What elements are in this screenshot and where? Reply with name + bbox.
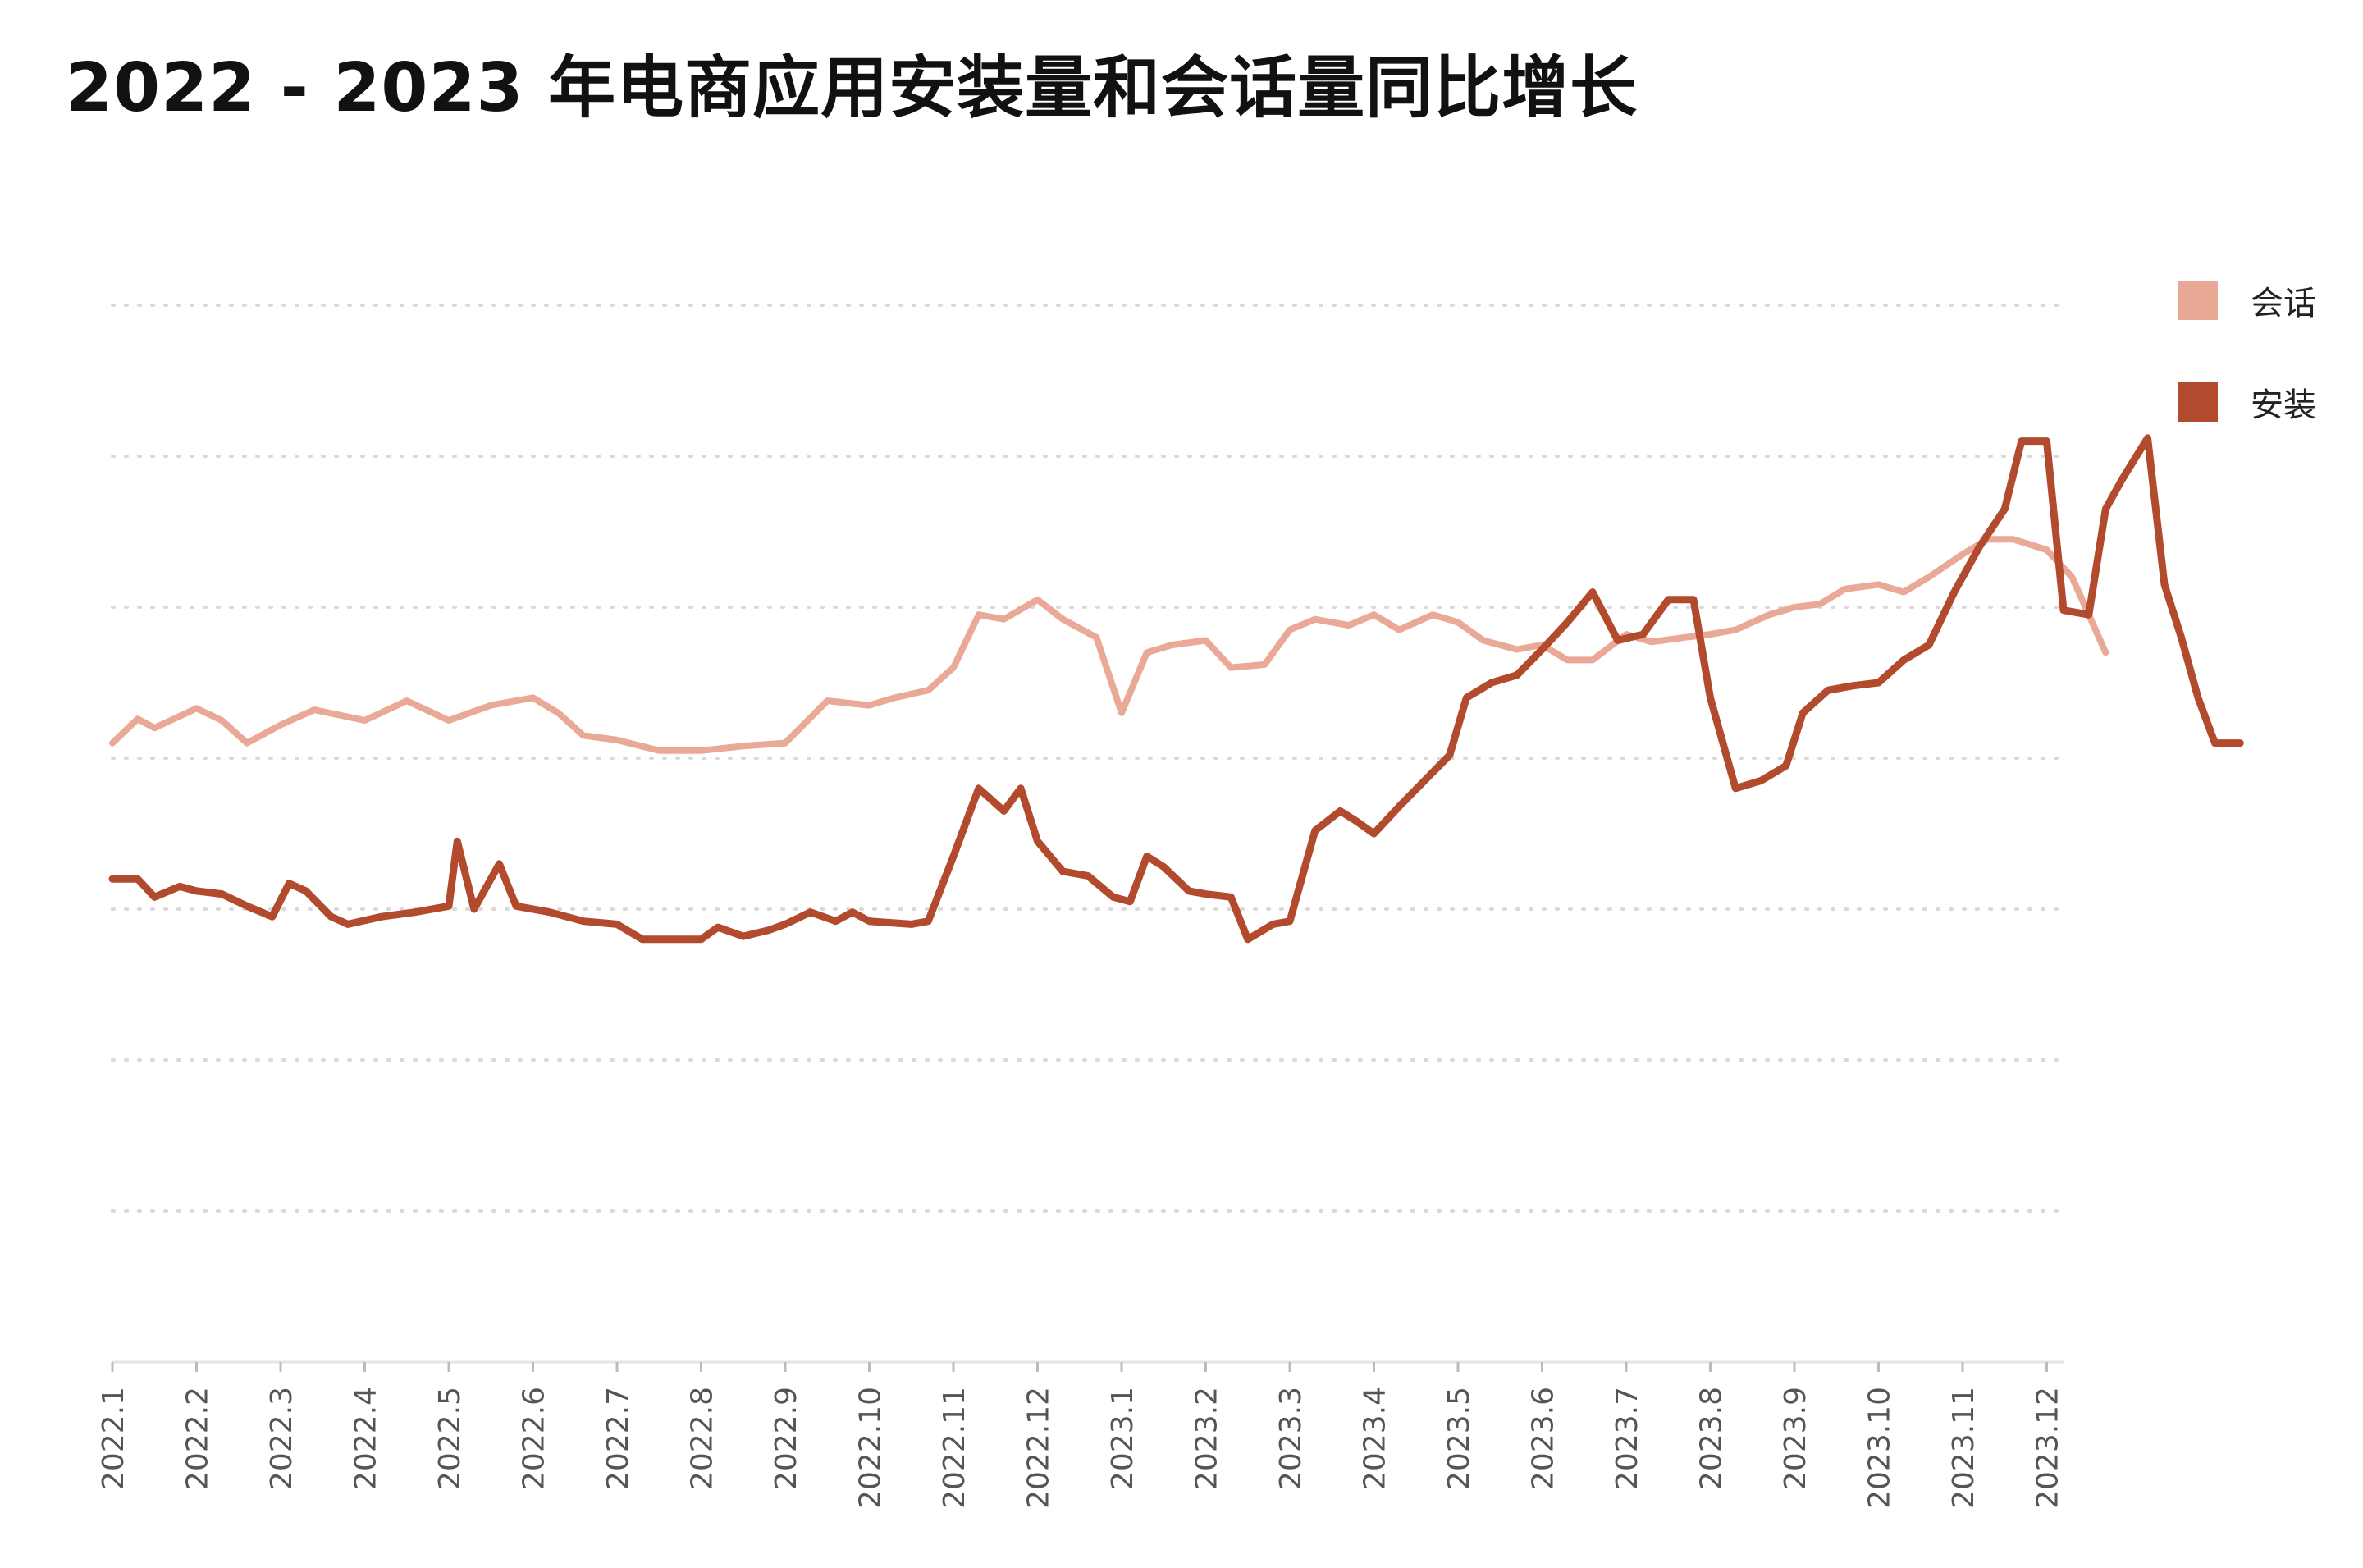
x-tick-label: 2022.4 xyxy=(350,1387,383,1490)
x-tick-label: 2023.11 xyxy=(1947,1387,1981,1509)
x-tick-label: 2022.11 xyxy=(938,1387,971,1509)
x-tick-label: 2023.6 xyxy=(1527,1387,1561,1490)
x-tick-label: 2023.9 xyxy=(1779,1387,1812,1490)
x-tick-label: 2023.7 xyxy=(1611,1387,1644,1490)
x-tick-label: 2023.8 xyxy=(1695,1387,1729,1490)
x-tick-label: 2023.3 xyxy=(1274,1387,1308,1490)
x-tick-label: 2022.7 xyxy=(601,1387,635,1490)
x-tick-label: 2023.2 xyxy=(1191,1387,1224,1490)
chart-title: 2022 - 2023 年电商应用安装量和会话量同比增长 xyxy=(66,49,1639,127)
series-line-session xyxy=(109,536,2109,754)
x-axis: 2022.1 2022.2 2022.3 2022.4 2022.5 2022.6 2022… xyxy=(97,1360,2065,1509)
x-tick-label: 2022.6 xyxy=(518,1387,551,1490)
grid-layer xyxy=(111,304,2065,1213)
x-tick-label: 2022.8 xyxy=(686,1387,720,1490)
x-tick-label: 2022.3 xyxy=(265,1387,299,1490)
x-tick-label: 2023.5 xyxy=(1442,1387,1476,1490)
legend: 会话 安装 xyxy=(2178,279,2316,482)
x-tick-label: 2023.10 xyxy=(1863,1387,1897,1509)
x-tick-label: 2022.9 xyxy=(770,1387,803,1490)
x-tick-label: 2022.2 xyxy=(181,1387,215,1490)
x-tick-label: 2022.5 xyxy=(433,1387,467,1490)
x-tick-label: 2023.4 xyxy=(1359,1387,1392,1490)
legend-item-install[interactable]: 安装 xyxy=(2178,381,2316,424)
legend-swatch-session xyxy=(2178,281,2218,320)
x-tick-label: 2023.12 xyxy=(2032,1387,2065,1509)
x-tick-label: 2022.12 xyxy=(1022,1387,1056,1509)
series-line-install xyxy=(108,434,2244,944)
legend-label-session: 会话 xyxy=(2251,285,2316,322)
x-tick-label: 2023.1 xyxy=(1106,1387,1140,1490)
legend-swatch-install xyxy=(2178,382,2218,422)
x-tick-label: 2022.1 xyxy=(97,1387,130,1490)
series-layer xyxy=(108,434,2244,944)
x-tick-label: 2022.10 xyxy=(854,1387,888,1509)
legend-item-session[interactable]: 会话 xyxy=(2178,279,2316,322)
legend-label-install: 安装 xyxy=(2251,386,2316,424)
